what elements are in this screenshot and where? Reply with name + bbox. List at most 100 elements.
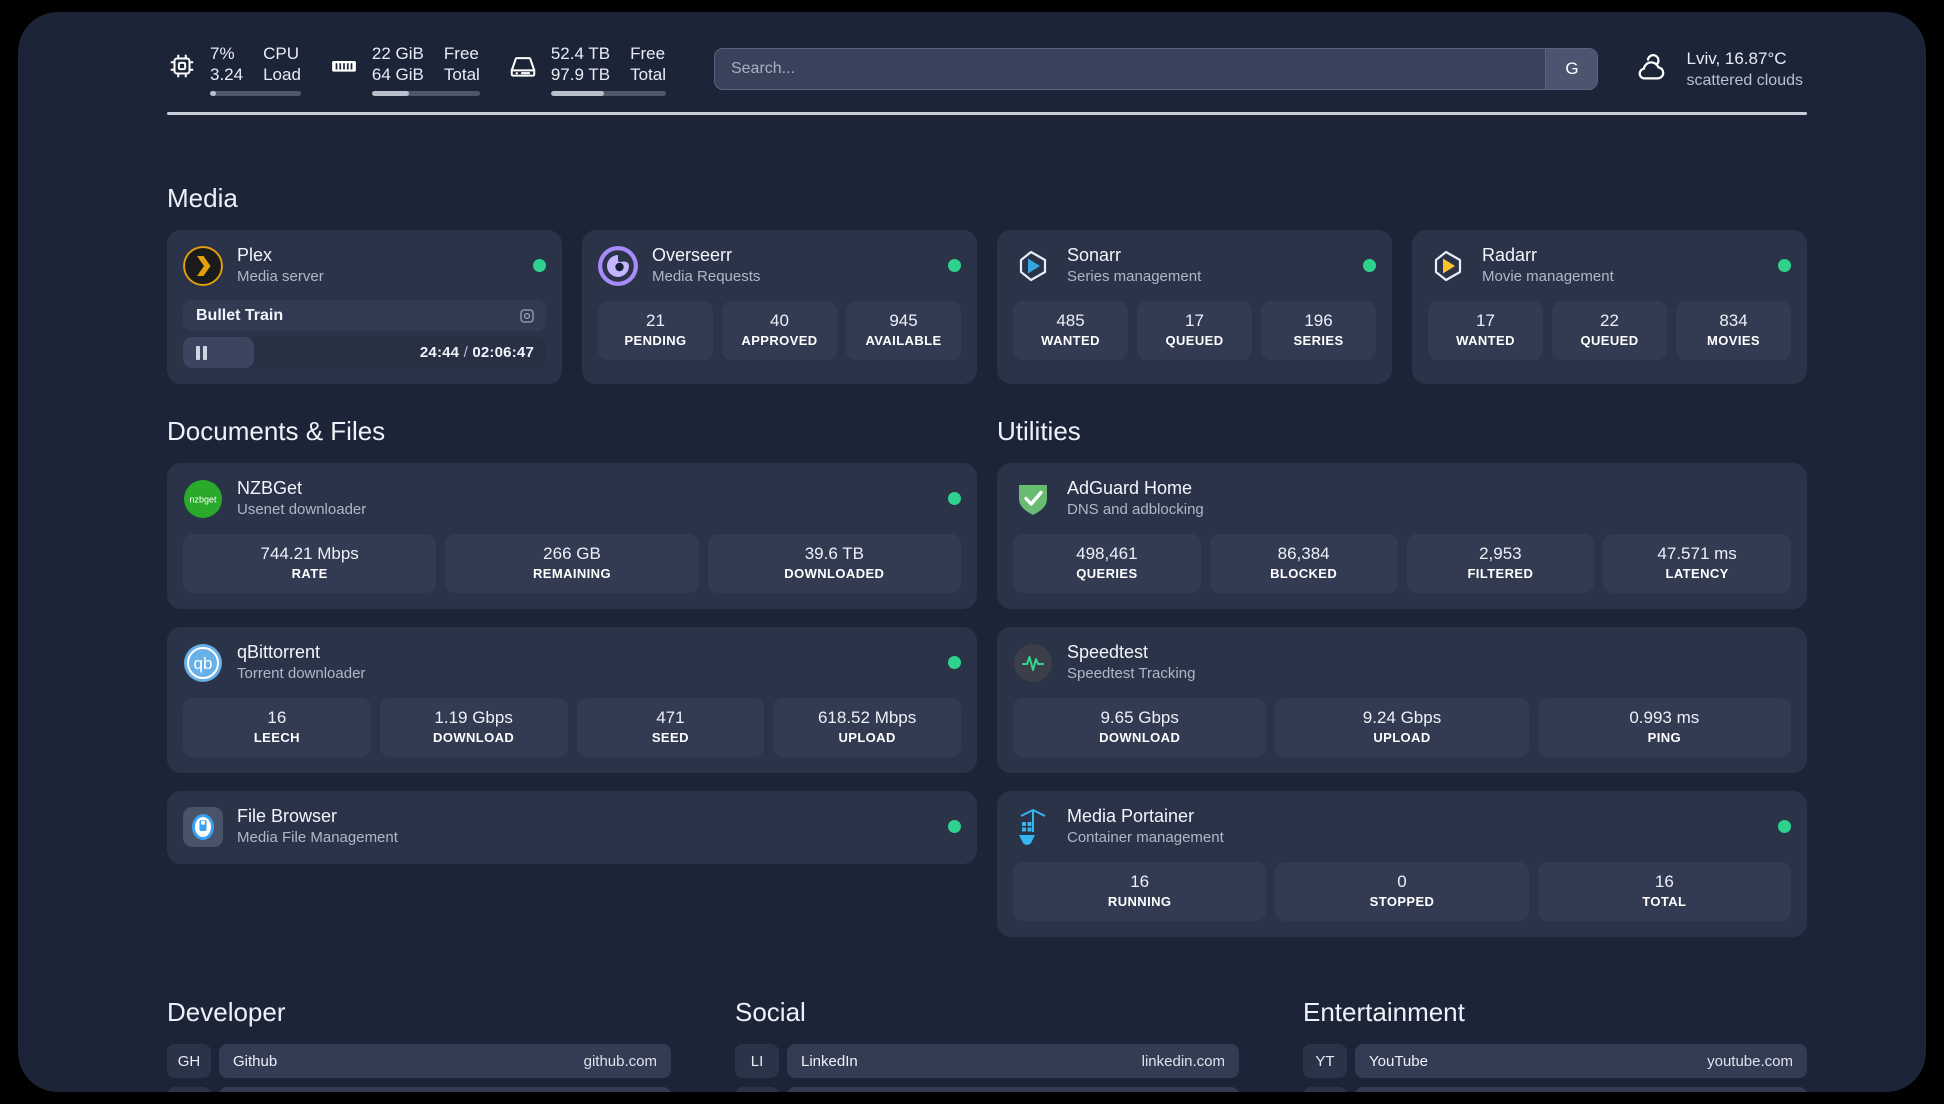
nzbget-logo-icon: nzbget [183,479,223,519]
service-title: Sonarr [1067,245,1122,265]
stat-tile: 2,953 FILTERED [1406,534,1595,593]
header-divider [167,112,1807,115]
now-playing-title: Bullet Train [196,306,284,324]
bookmark-link[interactable]: Netflix netflix.com [1355,1087,1807,1092]
stat-label: REMAINING [532,566,611,581]
service-card-nzbget[interactable]: nzbget NZBGet Usenet downloader 744.21 M… [167,463,977,609]
cpu-label-top: CPU [263,43,299,63]
stat-label: UPLOAD [1373,730,1431,745]
bookmark-item-stackoverflow[interactable]: SO StackOverflow stackoverflow.com [167,1087,671,1092]
stat-value: 0 [1397,872,1407,891]
bookmark-url: github.com [583,1052,657,1070]
bookmark-link[interactable]: StackOverflow stackoverflow.com [219,1087,671,1092]
bookmark-abbr: GH [167,1044,211,1078]
service-title: Plex [237,245,273,265]
stat-tile: 17 WANTED [1428,301,1543,360]
stat-tile: 471 SEED [576,698,765,757]
stat-value: 834 [1719,311,1748,330]
system-widget-cpu: 7% 3.24 CPU Load [167,43,301,96]
adguard-logo-icon [1013,479,1053,519]
service-subtitle: Series management [1067,268,1202,285]
bookmark-link[interactable]: Github github.com [219,1044,671,1078]
service-card-overseerr[interactable]: Overseerr Media Requests 21 PENDING 40 A… [582,230,977,384]
stat-label: QUERIES [1076,566,1138,581]
disk-total-value: 97.9 TB [550,64,611,84]
service-title: Radarr [1482,245,1538,265]
section-title-utilities: Utilities [997,416,1081,446]
status-indicator-online [1778,820,1791,833]
bookmark-link[interactable]: LinkedIn linkedin.com [787,1044,1239,1078]
stat-label: QUEUED [1165,333,1224,348]
bookmark-group-title: Developer [167,997,286,1027]
now-playing-time: 24:44 / 02:06:47 [419,344,534,361]
stat-label: RUNNING [1107,894,1172,909]
speedtest-logo-icon [1013,643,1053,683]
search-widget: G [713,48,1599,90]
memory-label-top: Free [443,43,479,63]
bookmark-link[interactable]: YouTube youtube.com [1355,1044,1807,1078]
search-input[interactable] [714,49,1546,89]
bookmark-item-github[interactable]: GH Github github.com [167,1044,671,1078]
weather-widget: Lviv, 16.87°C scattered clouds [1632,48,1807,91]
disk-free-value: 52.4 TB [550,43,611,63]
scattered-clouds-icon [1632,49,1672,89]
stat-label: SERIES [1293,333,1344,348]
now-playing-progress-fill [183,337,254,368]
search-engine-button[interactable]: G [1545,49,1598,89]
stat-value: 945 [889,311,918,330]
memory-label-bottom: Total [443,64,480,84]
section-media: Media Plex Media server [167,183,1807,384]
service-card-file-browser[interactable]: File Browser Media File Management [167,791,977,864]
service-title: Overseerr [652,245,733,265]
stat-value: 618.52 Mbps [817,708,917,727]
stat-value: 0.993 ms [1629,708,1700,727]
qbittorrent-logo-icon: qb [183,643,223,683]
status-indicator-online [948,820,961,833]
cpu-load-value: 3.24 [210,64,244,84]
stat-value: 196 [1304,311,1333,330]
bookmark-abbr: LI [735,1044,779,1078]
bookmark-item-twitter[interactable]: TW Twitter twitter.com [735,1087,1239,1092]
service-card-qbittorrent[interactable]: qb qBittorrent Torrent downloader 16 LEE… [167,627,977,773]
filebrowser-logo-icon [183,806,223,847]
stat-label: SEED [651,730,689,745]
service-subtitle: Media server [237,268,324,285]
stat-tile: 39.6 TB DOWNLOADED [707,534,961,593]
stat-tile: 16 RUNNING [1013,862,1267,921]
status-indicator-online [948,259,961,272]
dashboard-page: 7% 3.24 CPU Load [18,12,1926,1092]
bookmark-group-title: Entertainment [1303,997,1465,1027]
service-card-speedtest[interactable]: Speedtest Speedtest Tracking 9.65 Gbps D… [997,627,1807,773]
service-title: Media Portainer [1067,806,1195,826]
bookmark-item-netflix[interactable]: NF Netflix netflix.com [1303,1087,1807,1092]
stat-label: STOPPED [1369,894,1435,909]
disk-icon [508,51,538,81]
dashboard-header: 7% 3.24 CPU Load [167,12,1807,108]
settings-gear-icon[interactable] [518,307,536,325]
stat-label: AVAILABLE [865,333,942,348]
cpu-label-bottom: Load [263,64,301,84]
stat-value: 471 [656,708,685,727]
stat-label: WANTED [1456,333,1515,348]
stat-value: 16 [1130,872,1150,891]
bookmark-item-linkedin[interactable]: LI LinkedIn linkedin.com [735,1044,1239,1078]
system-widget-disk: 52.4 TB 97.9 TB Free Total [508,43,666,96]
now-playing-progress-bar[interactable]: 24:44 / 02:06:47 [183,337,546,368]
radarr-logo-icon [1428,246,1468,286]
stat-tile: 618.52 Mbps UPLOAD [773,698,961,757]
service-card-media-portainer[interactable]: Media Portainer Container management 16 … [997,791,1807,937]
stat-tile: 485 WANTED [1013,301,1128,360]
service-title: File Browser [237,806,338,826]
service-card-plex[interactable]: Plex Media server Bullet Train [167,230,562,384]
stat-value: 86,384 [1277,544,1330,563]
stat-tile: 21 PENDING [598,301,713,360]
bookmark-group-title: Social [735,997,806,1027]
bookmark-item-youtube[interactable]: YT YouTube youtube.com [1303,1044,1807,1078]
service-card-adguard-home[interactable]: AdGuard Home DNS and adblocking 498,461 … [997,463,1807,609]
service-card-radarr[interactable]: Radarr Movie management 17 WANTED 22 QUE… [1412,230,1807,384]
bookmark-link[interactable]: Twitter twitter.com [787,1087,1239,1092]
stat-label: QUEUED [1580,333,1639,348]
bookmark-group-social: Social LI LinkedIn linkedin.com TW Twitt… [735,997,1239,1092]
pause-icon[interactable] [196,345,209,360]
service-card-sonarr[interactable]: Sonarr Series management 485 WANTED 17 Q… [997,230,1392,384]
